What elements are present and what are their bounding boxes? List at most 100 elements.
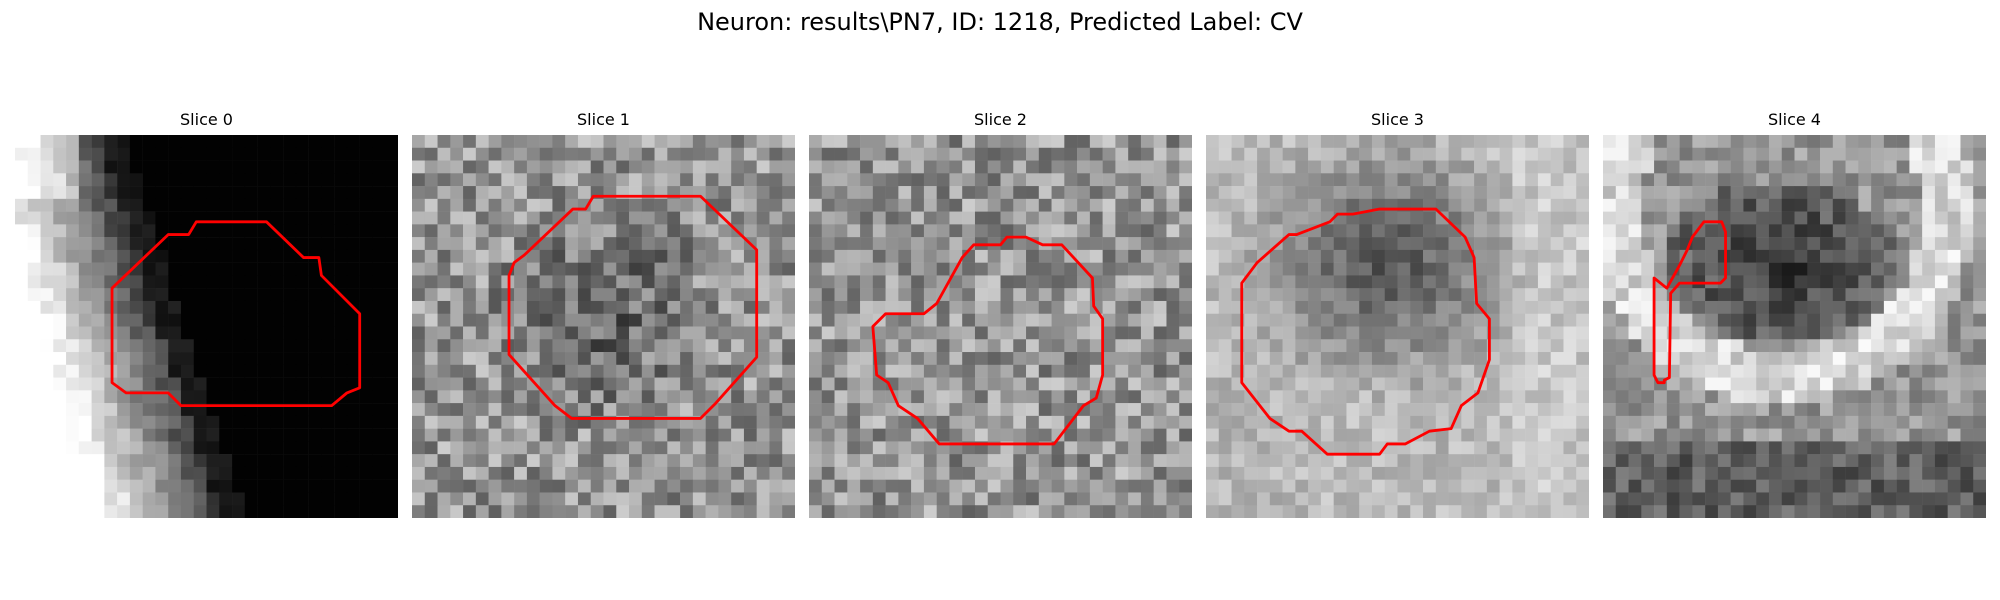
image-pixel bbox=[1231, 211, 1245, 225]
image-pixel bbox=[936, 428, 950, 442]
image-pixel bbox=[463, 505, 477, 518]
image-pixel bbox=[539, 224, 553, 238]
image-pixel bbox=[616, 505, 630, 518]
image-pixel bbox=[1423, 173, 1437, 187]
image-pixel bbox=[1486, 249, 1500, 263]
image-pixel bbox=[1410, 492, 1424, 506]
image-pixel bbox=[1153, 479, 1167, 493]
image-pixel bbox=[270, 390, 284, 404]
image-pixel bbox=[898, 288, 912, 302]
image-pixel bbox=[1537, 249, 1551, 263]
image-pixel bbox=[1128, 377, 1142, 391]
image-pixel bbox=[949, 173, 963, 187]
image-pixel bbox=[155, 479, 169, 493]
image-pixel bbox=[1244, 300, 1258, 314]
image-pixel bbox=[129, 364, 143, 378]
image-pixel bbox=[1089, 326, 1103, 340]
image-pixel bbox=[257, 390, 271, 404]
image-pixel bbox=[898, 454, 912, 468]
image-pixel bbox=[1308, 466, 1322, 480]
image-pixel bbox=[1140, 147, 1154, 161]
image-pixel bbox=[295, 186, 309, 200]
image-pixel bbox=[1871, 288, 1885, 302]
image-pixel bbox=[219, 275, 233, 289]
image-pixel bbox=[1140, 288, 1154, 302]
image-pixel bbox=[834, 466, 848, 480]
image-pixel bbox=[1973, 364, 1986, 378]
image-pixel bbox=[359, 300, 373, 314]
image-pixel bbox=[1781, 160, 1795, 174]
image-pixel bbox=[1423, 262, 1437, 276]
image-pixel bbox=[809, 313, 823, 327]
image-pixel bbox=[91, 173, 105, 187]
image-pixel bbox=[155, 198, 169, 212]
image-pixel bbox=[1654, 441, 1668, 455]
image-pixel bbox=[1282, 135, 1296, 149]
image-pixel bbox=[244, 339, 258, 353]
image-pixel bbox=[424, 160, 438, 174]
image-pixel bbox=[1384, 364, 1398, 378]
image-pixel bbox=[1128, 352, 1142, 366]
image-pixel bbox=[437, 237, 451, 251]
image-pixel bbox=[667, 224, 681, 238]
image-pixel bbox=[680, 300, 694, 314]
image-pixel bbox=[1550, 479, 1564, 493]
image-pixel bbox=[1013, 390, 1027, 404]
image-pixel bbox=[1231, 479, 1245, 493]
image-pixel bbox=[1000, 313, 1014, 327]
image-pixel bbox=[1717, 466, 1731, 480]
image-pixel bbox=[603, 211, 617, 225]
image-pixel bbox=[756, 237, 770, 251]
image-pixel bbox=[1717, 492, 1731, 506]
image-pixel bbox=[475, 198, 489, 212]
image-pixel bbox=[1768, 313, 1782, 327]
image-pixel bbox=[692, 326, 706, 340]
image-pixel bbox=[66, 479, 80, 493]
image-pixel bbox=[488, 505, 502, 518]
image-pixel bbox=[53, 441, 67, 455]
image-pixel bbox=[1922, 364, 1936, 378]
image-pixel bbox=[1628, 505, 1642, 518]
image-pixel bbox=[1308, 454, 1322, 468]
image-pixel bbox=[1474, 173, 1488, 187]
image-pixel bbox=[1922, 288, 1936, 302]
image-pixel bbox=[219, 326, 233, 340]
image-pixel bbox=[463, 186, 477, 200]
image-pixel bbox=[450, 262, 464, 276]
image-pixel bbox=[104, 415, 118, 429]
image-pixel bbox=[1423, 288, 1437, 302]
image-pixel bbox=[1244, 249, 1258, 263]
image-pixel bbox=[1781, 377, 1795, 391]
image-pixel bbox=[936, 326, 950, 340]
image-pixel bbox=[27, 364, 41, 378]
image-pixel bbox=[1550, 352, 1564, 366]
image-pixel bbox=[1410, 377, 1424, 391]
image-pixel bbox=[756, 186, 770, 200]
image-pixel bbox=[206, 454, 220, 468]
image-pixel bbox=[1512, 466, 1526, 480]
image-pixel bbox=[1115, 237, 1129, 251]
image-pixel bbox=[936, 237, 950, 251]
image-pixel bbox=[488, 454, 502, 468]
image-pixel bbox=[1333, 160, 1347, 174]
image-pixel bbox=[193, 186, 207, 200]
image-pixel bbox=[1960, 237, 1974, 251]
image-pixel bbox=[1102, 160, 1116, 174]
image-pixel bbox=[1807, 339, 1821, 353]
image-pixel bbox=[1781, 339, 1795, 353]
image-pixel bbox=[1832, 505, 1846, 518]
image-pixel bbox=[1768, 364, 1782, 378]
image-pixel bbox=[1153, 313, 1167, 327]
image-pixel bbox=[1231, 390, 1245, 404]
image-pixel bbox=[372, 173, 386, 187]
image-pixel bbox=[1756, 300, 1770, 314]
image-pixel bbox=[1730, 492, 1744, 506]
image-pixel bbox=[539, 505, 553, 518]
image-pixel bbox=[412, 454, 426, 468]
image-pixel bbox=[66, 249, 80, 263]
image-pixel bbox=[78, 147, 92, 161]
image-pixel bbox=[501, 249, 515, 263]
image-pixel bbox=[1077, 288, 1091, 302]
image-pixel bbox=[232, 147, 246, 161]
image-pixel bbox=[1563, 326, 1577, 340]
